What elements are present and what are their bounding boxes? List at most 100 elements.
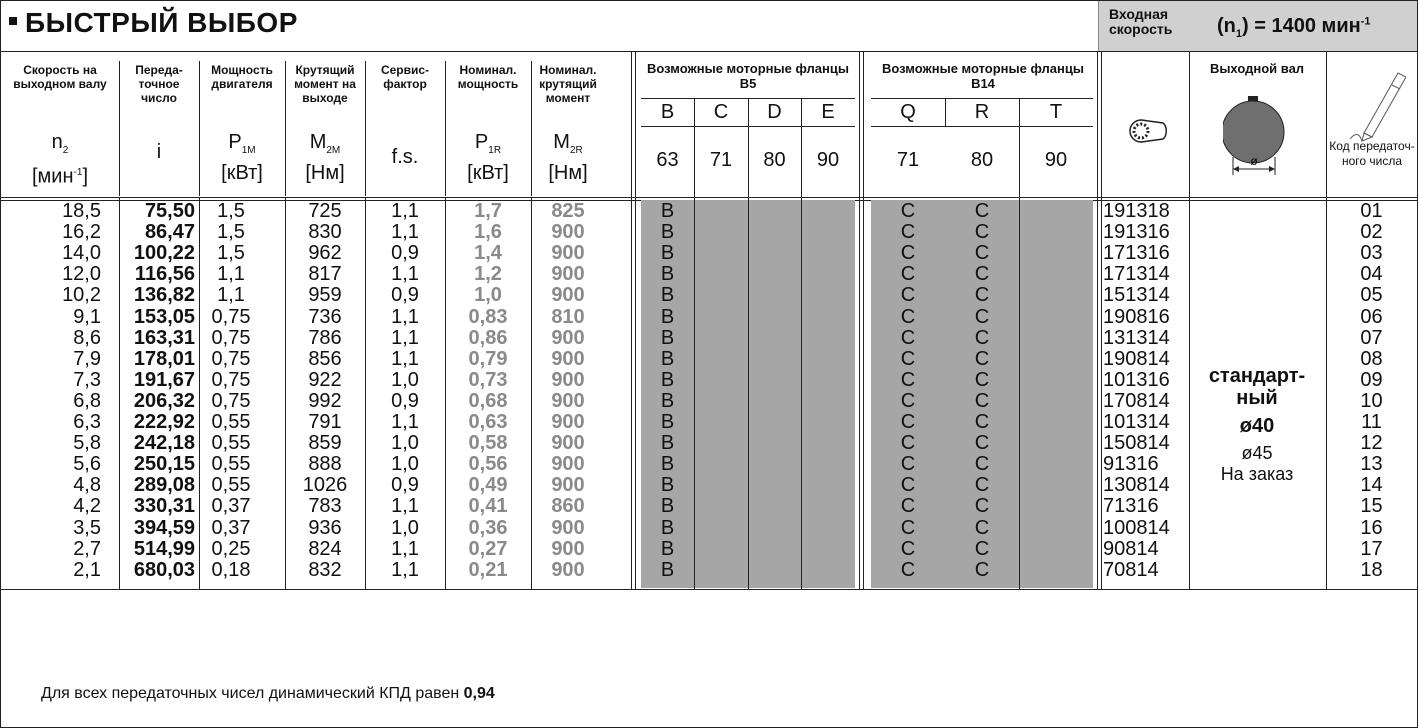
cell-art: 101316 (1103, 368, 1170, 391)
cell-p1m: 1,5 (217, 221, 245, 244)
cell-q: C (900, 516, 916, 539)
p1r-sub: 1R (488, 145, 502, 156)
cell-m2r: 900 (551, 263, 585, 286)
n2-unit-end: ] (82, 165, 88, 188)
header-service-symbol: f.s. (391, 146, 419, 168)
table-row: 12,0 116,56 1,1 817 1,1 1,2 900 B C C 171314 04 (1, 264, 1417, 285)
cell-art: 91316 (1103, 453, 1159, 476)
cell-m2m: 959 (308, 284, 342, 307)
cell-p1r: 1,7 (474, 200, 502, 222)
vl-5 (445, 197, 446, 589)
cell-m2r: 900 (551, 537, 585, 560)
input-speed-label: Входная скорость (1109, 7, 1172, 37)
cell-n2: 14,0 (62, 242, 101, 265)
table-row: 5,6 250,15 0,55 888 1,0 0,56 900 B C C 91316 13 (1, 454, 1417, 475)
cell-n2: 10,2 (62, 284, 101, 307)
b14-title-rule (871, 98, 1093, 99)
cell-fs: 1,0 (391, 432, 419, 455)
m2m-sub: 2M (326, 145, 341, 156)
cell-q: C (900, 263, 916, 286)
cell-p1r: 0,21 (468, 558, 508, 581)
cell-r: C (974, 200, 990, 222)
table-row: 6,3 222,92 0,55 791 1,1 0,63 900 B C C 101314 11 (1, 412, 1417, 433)
cell-fs: 0,9 (391, 242, 419, 265)
header-ratio-title: Переда-точное число (135, 63, 183, 105)
b14-size-71: 71 (896, 149, 920, 171)
cell-p1r: 1,2 (474, 263, 502, 286)
header-service-title: Сервис-фактор (380, 63, 430, 91)
cell-n2: 7,3 (73, 368, 101, 391)
cell-m2m: 736 (308, 305, 342, 328)
cell-p1r: 1,0 (474, 284, 502, 307)
cell-p1m: 0,75 (211, 368, 251, 391)
cell-q: C (900, 305, 916, 328)
header-nom-power-symbol: P1R [кВт] (445, 131, 531, 184)
footer-text: Для всех передаточных чисел динамический… (41, 685, 464, 702)
cell-n2: 4,2 (73, 495, 101, 518)
n2-unit: [мин (32, 165, 74, 188)
cell-i: 250,15 (133, 453, 195, 476)
vl-b5-1 (694, 98, 695, 589)
cell-p1r: 0,73 (468, 368, 508, 391)
cell-art: 70814 (1103, 558, 1159, 581)
cell-b: B (660, 284, 675, 307)
n2-symbol: n (51, 131, 63, 153)
cell-q: C (900, 347, 916, 370)
cell-b: B (660, 558, 675, 581)
p1m-sub: 1M (241, 145, 256, 156)
input-speed-label-1: Входная (1109, 6, 1169, 22)
table-row: 7,3 191,67 0,75 922 1,0 0,73 900 B C C 101316 09 (1, 368, 1417, 391)
shaft-order: ø45 На заказ (1189, 443, 1325, 485)
cell-p1m: 1,5 (217, 200, 245, 222)
cell-b: B (660, 200, 675, 222)
cell-n2: 6,3 (73, 411, 101, 433)
table-row: 6,8 206,32 0,75 992 0,9 0,68 900 B C C 170814 10 (1, 389, 1417, 412)
header-speed-title: Скорость на выходном валу (13, 63, 107, 91)
b14-col-r: R (974, 101, 990, 123)
cell-b: B (660, 411, 675, 433)
b5-size-63: 63 (656, 149, 679, 171)
cell-b: B (660, 495, 675, 518)
cell-p1m: 1,5 (217, 242, 245, 265)
header-ratio-symbol: i (156, 141, 162, 163)
cell-fs: 1,1 (391, 221, 419, 244)
b14-size-90: 90 (1044, 149, 1068, 171)
shaft-standard-1: стандарт- (1208, 365, 1306, 387)
cell-r: C (974, 537, 990, 560)
header-power-symbol: P1M [кВт] (199, 131, 285, 184)
cell-fs: 1,1 (391, 558, 419, 581)
cell-m2m: 922 (308, 368, 342, 391)
cell-i: 136,82 (133, 284, 195, 307)
cell-m2m: 832 (308, 558, 342, 581)
table-row: 5,8 242,18 0,55 859 1,0 0,58 900 B C C 150814 12 (1, 433, 1417, 454)
cell-p1m: 1,1 (217, 284, 245, 307)
b14-col-t: T (1049, 101, 1063, 123)
cell-r: C (974, 432, 990, 455)
cell-q: C (900, 411, 916, 433)
cell-r: C (974, 284, 990, 307)
cell-art: 190816 (1103, 305, 1170, 328)
header-speed: Скорость на выходном валу n2 [мин-1] (1, 61, 120, 196)
cell-n2: 8,6 (73, 326, 101, 349)
cell-i: 206,32 (133, 389, 195, 412)
cell-p1m: 0,75 (211, 389, 251, 412)
table-row: 8,6 163,31 0,75 786 1,1 0,86 900 B C C 131314 07 (1, 326, 1417, 349)
cell-r: C (974, 263, 990, 286)
cell-n2: 5,6 (73, 453, 101, 476)
cell-p1m: 0,75 (211, 326, 251, 349)
cell-p1m: 0,25 (211, 537, 251, 560)
pencil-icon (1349, 72, 1406, 142)
cell-code: 17 (1360, 537, 1383, 560)
cell-code: 11 (1361, 411, 1382, 433)
cell-m2m: 786 (308, 326, 342, 349)
cell-m2m: 791 (308, 411, 342, 433)
p1m-symbol: P (228, 131, 242, 153)
cell-p1m: 0,18 (211, 558, 251, 581)
cell-fs: 1,1 (391, 495, 419, 518)
table-row: 2,7 514,99 0,25 824 1,1 0,27 900 B C C 90814 17 (1, 537, 1417, 560)
cell-fs: 1,0 (391, 368, 419, 391)
header-torque-title: Крутящий момент на выходе (294, 63, 356, 105)
header-torque: Крутящий момент на выходе M2M [Нм] (285, 61, 366, 196)
cell-art: 100814 (1103, 516, 1170, 539)
footer-value: 0,94 (463, 685, 495, 702)
